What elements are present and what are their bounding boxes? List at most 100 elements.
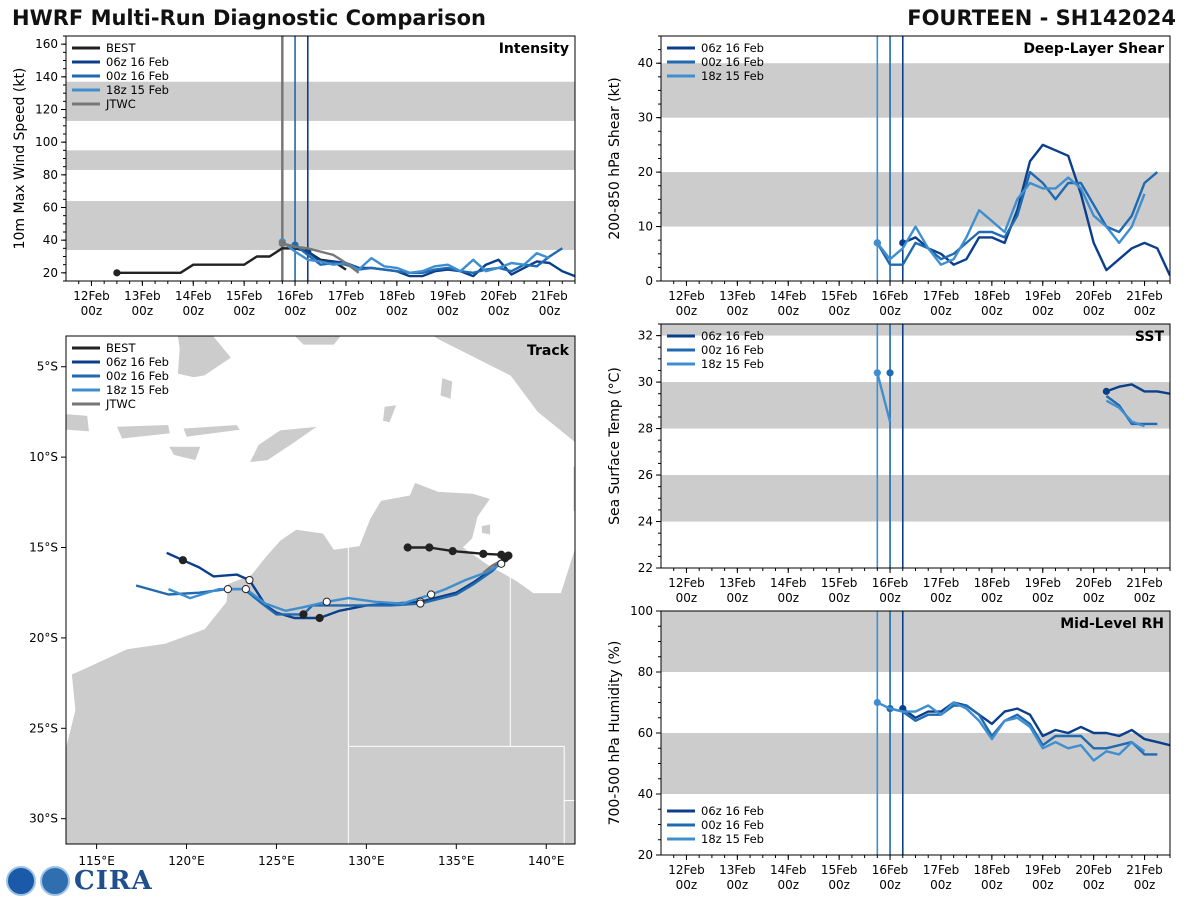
rh-xtick-sub: 00z bbox=[676, 878, 698, 892]
intensity-ytick-label: 20 bbox=[43, 266, 58, 280]
track-point-best bbox=[403, 543, 412, 552]
sst-xtick-label: 20Feb bbox=[1075, 576, 1112, 590]
land-timor bbox=[248, 425, 320, 463]
shear-xtick-sub: 00z bbox=[930, 304, 952, 318]
intensity-series-run18-0 bbox=[281, 240, 550, 274]
rh-panel: 2040608010012Feb00z13Feb00z14Feb00z15Feb… bbox=[607, 604, 1171, 892]
sst-ytick-label: 22 bbox=[638, 561, 653, 575]
sst-xtick-sub: 00z bbox=[981, 591, 1003, 605]
land-buru-seram bbox=[293, 336, 342, 346]
track-point-run18 bbox=[497, 559, 506, 568]
land-java-east bbox=[66, 413, 90, 433]
land-aru bbox=[439, 377, 454, 400]
rh-series-run00-0 bbox=[889, 704, 1158, 756]
shear-plot-area bbox=[661, 36, 1170, 281]
intensity-xtick-sub: 00z bbox=[284, 304, 306, 318]
track-ytick-label: 15°S bbox=[29, 541, 58, 555]
shear-series-run00-0 bbox=[876, 170, 1159, 266]
rh-xtick-label: 21Feb bbox=[1126, 863, 1163, 877]
track-point-run00 bbox=[299, 610, 308, 619]
rh-legend-label-run06: 06z 16 Feb bbox=[701, 804, 764, 818]
intensity-xtick-sub: 00z bbox=[182, 304, 204, 318]
shear-ylabel: 200-850 hPa Shear (kt) bbox=[607, 77, 623, 239]
intensity-xtick-sub: 00z bbox=[539, 304, 561, 318]
shear-band-0 bbox=[661, 172, 1170, 227]
track-ytick-label: 30°S bbox=[29, 812, 58, 826]
sst-xtick-sub: 00z bbox=[676, 591, 698, 605]
rh-legend-label-run18: 18z 15 Feb bbox=[701, 832, 764, 846]
intensity-xtick-label: 16Feb bbox=[277, 289, 314, 303]
sst-legend-label-run00: 00z 16 Feb bbox=[701, 343, 764, 357]
sst-series-run06-0 bbox=[1105, 383, 1170, 395]
intensity-band-2 bbox=[66, 81, 575, 121]
land-sumba bbox=[167, 445, 202, 462]
logo: CIRA bbox=[6, 866, 153, 896]
intensity-legend-label-best: BEST bbox=[106, 41, 136, 55]
track-point-run18 bbox=[322, 597, 331, 606]
rh-xtick-label: 15Feb bbox=[821, 863, 858, 877]
track-xtick-label: 140°E bbox=[528, 854, 565, 868]
shear-xtick-label: 21Feb bbox=[1126, 289, 1163, 303]
sst-xtick-label: 12Feb bbox=[668, 576, 705, 590]
track-panel: 115°E 120°E 125°E 130°E 135°E 140°E 5°S 10°S 15°… bbox=[29, 335, 576, 868]
rh-xtick-label: 17Feb bbox=[923, 863, 960, 877]
sst-ytick-label: 26 bbox=[638, 468, 653, 482]
intensity-xtick-label: 15Feb bbox=[226, 289, 263, 303]
intensity-xtick-label: 14Feb bbox=[175, 289, 212, 303]
rh-legend-label-run00: 00z 16 Feb bbox=[701, 818, 764, 832]
rh-xtick-sub: 00z bbox=[777, 878, 799, 892]
sst-xtick-label: 14Feb bbox=[770, 576, 807, 590]
rh-xtick-sub: 00z bbox=[981, 878, 1003, 892]
sst-xtick-label: 17Feb bbox=[923, 576, 960, 590]
land-new-guinea bbox=[374, 336, 575, 444]
intensity-xtick-sub: 00z bbox=[437, 304, 459, 318]
intensity-start-point-best-0 bbox=[113, 269, 121, 277]
rh-xtick-sub: 00z bbox=[1134, 878, 1156, 892]
shear-xtick-sub: 00z bbox=[676, 304, 698, 318]
rh-xtick-label: 18Feb bbox=[974, 863, 1011, 877]
rh-xtick-label: 12Feb bbox=[668, 863, 705, 877]
intensity-xtick-sub: 00z bbox=[81, 304, 103, 318]
sst-xtick-label: 15Feb bbox=[821, 576, 858, 590]
sst-xtick-sub: 00z bbox=[777, 591, 799, 605]
intensity-title: Intensity bbox=[499, 41, 569, 57]
intensity-plot-area bbox=[66, 36, 575, 281]
sst-ytick-label: 32 bbox=[638, 329, 653, 343]
intensity-legend-label-run06: 06z 16 Feb bbox=[106, 55, 169, 69]
shear-xtick-sub: 00z bbox=[727, 304, 749, 318]
rh-xtick-label: 16Feb bbox=[872, 863, 909, 877]
land-sumbawa bbox=[115, 424, 171, 440]
cira-globe-icon bbox=[40, 866, 70, 896]
shear-xtick-sub: 00z bbox=[879, 304, 901, 318]
sst-ytick-label: 28 bbox=[638, 422, 653, 436]
shear-band-1 bbox=[661, 63, 1170, 118]
track-map-area bbox=[66, 336, 575, 844]
rh-ytick-label: 80 bbox=[638, 665, 653, 679]
intensity-xtick-label: 12Feb bbox=[73, 289, 110, 303]
intensity-panel: 2040608010012014016012Feb00z13Feb00z14Fe… bbox=[12, 35, 576, 318]
intensity-legend-label-jtwc: JTWC bbox=[105, 97, 136, 111]
track-xtick-label: 130°E bbox=[348, 854, 385, 868]
shear-legend-label-run06: 06z 16 Feb bbox=[701, 41, 764, 55]
rh-series-run18-0 bbox=[876, 701, 1146, 762]
rh-ytick-label: 20 bbox=[638, 848, 653, 862]
rh-xtick-label: 13Feb bbox=[719, 863, 756, 877]
intensity-ytick-label: 60 bbox=[43, 201, 58, 215]
shear-xtick-label: 18Feb bbox=[974, 289, 1011, 303]
sst-xtick-sub: 00z bbox=[930, 591, 952, 605]
track-point-run18 bbox=[241, 584, 250, 594]
track-line-run06 bbox=[166, 551, 508, 620]
rh-xtick-label: 14Feb bbox=[770, 863, 807, 877]
shear-ytick-label: 0 bbox=[645, 274, 653, 288]
sst-band-2 bbox=[661, 324, 1170, 336]
track-xtick-label: 125°E bbox=[258, 854, 295, 868]
land-sulawesi bbox=[177, 336, 233, 379]
track-legend-label-run00: 00z 16 Feb bbox=[106, 369, 169, 383]
sst-xtick-sub: 00z bbox=[1134, 591, 1156, 605]
track-legend-label-best: BEST bbox=[106, 341, 136, 355]
sst-xtick-sub: 00z bbox=[727, 591, 749, 605]
track-frame bbox=[65, 335, 576, 845]
shear-panel: 01020304012Feb00z13Feb00z14Feb00z15Feb00… bbox=[607, 35, 1171, 318]
sst-title: SST bbox=[1135, 329, 1165, 345]
rh-plot-area bbox=[661, 611, 1170, 855]
